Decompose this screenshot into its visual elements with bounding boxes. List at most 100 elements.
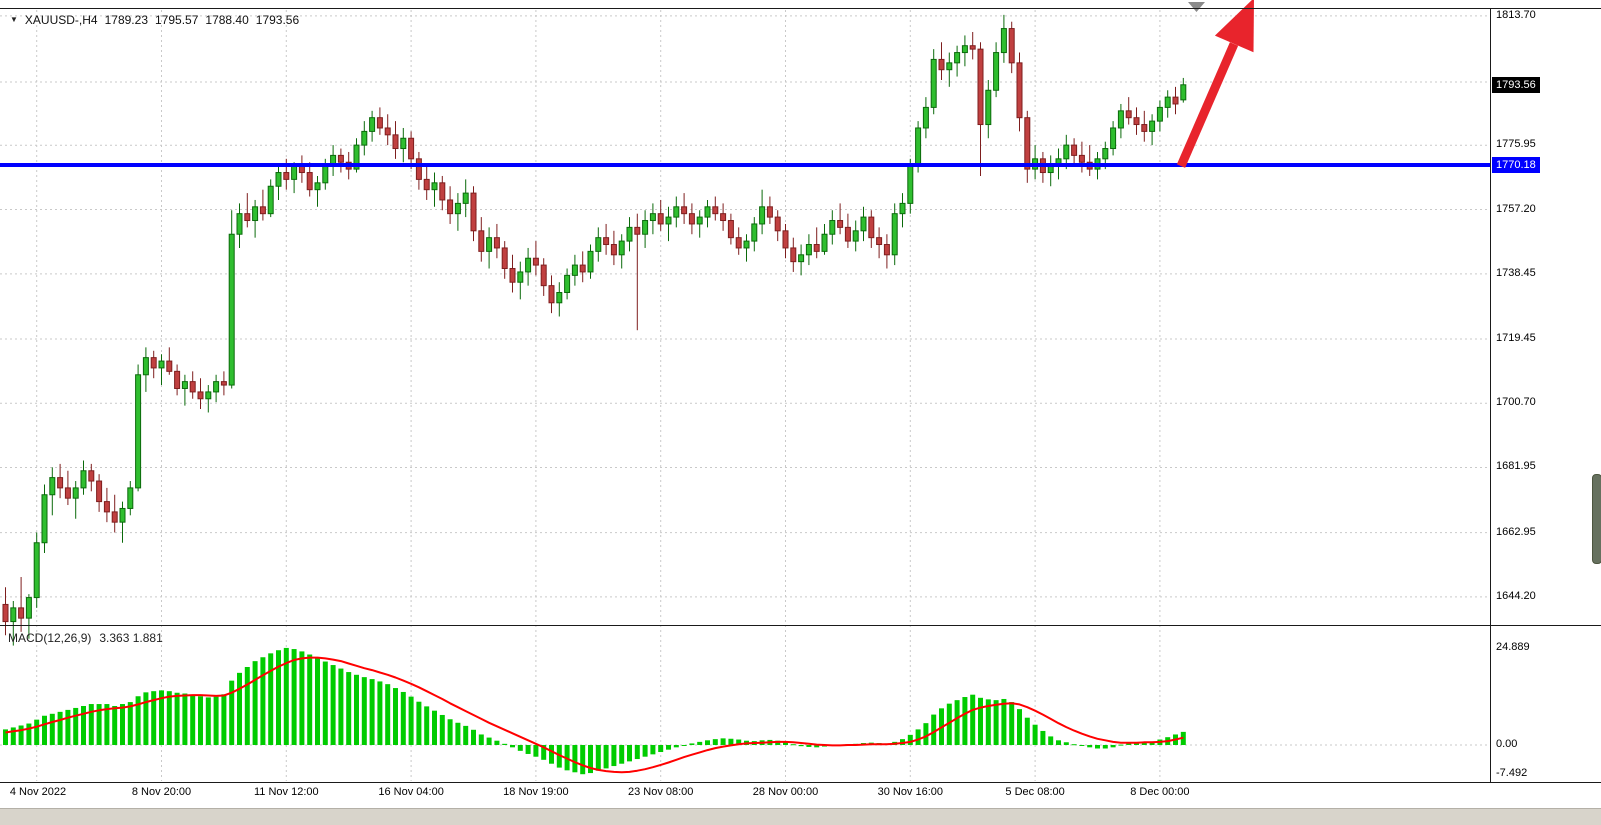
macd-bar [1087,744,1093,748]
chart-shift-marker[interactable] [1188,2,1205,12]
triangle-down-icon[interactable]: ▼ [10,15,18,24]
macd-bar [408,696,414,745]
macd-bar [205,697,211,745]
candle-body [49,477,56,496]
candle-body [1024,117,1031,170]
macd-bar [104,704,110,745]
candle-body [876,237,883,246]
macd-bar [73,707,79,745]
macd-bar [580,744,586,775]
candle-body [166,360,173,372]
macd-bar [814,744,820,748]
candle-body [392,134,399,150]
macd-bar [174,692,180,745]
candle-body [25,597,32,619]
candle-body [782,230,789,249]
chart-canvas[interactable] [0,0,1491,784]
candle-body [150,357,157,369]
candle-body [1000,28,1007,54]
candle-body [361,130,368,146]
candle-body [696,216,703,225]
candle-body [337,154,344,163]
macd-bar [494,740,500,745]
macd-bar [611,744,617,767]
macd-bar [478,734,484,745]
candle-body [634,226,641,235]
macd-bar [1102,744,1108,749]
candle-body [1078,154,1085,163]
macd-bar [42,715,47,745]
candle-body [314,182,321,191]
candle-body [213,381,220,393]
macd-bar [291,649,297,745]
candle-body [174,370,181,389]
macd-bar [198,696,203,745]
low-value: 1788.40 [205,13,249,27]
macd-bar [322,661,328,745]
macd-bar [182,693,188,745]
macd-bar [728,738,734,745]
candle-body [501,247,508,270]
macd-bar [88,704,94,745]
candle-body [720,213,727,222]
close-value: 1793.56 [255,13,300,27]
candle-body [556,292,563,304]
candle-body [1149,120,1156,132]
macd-bar [447,719,453,745]
macd-bar [393,688,398,745]
pane-separator[interactable] [0,625,1601,626]
macd-axis-label: -7.492 [1496,767,1528,780]
macd-bar [439,714,445,745]
candle-body [727,220,734,239]
candle-body [930,58,937,108]
candle-body [41,494,48,544]
candle-body [252,206,259,222]
macd-bar [1095,744,1100,749]
time-axis-border [0,782,1601,783]
vertical-scrollbar-thumb[interactable] [1592,474,1601,564]
macd-bar [81,705,86,745]
macd-bar [96,704,102,745]
candle-body [1110,127,1117,150]
macd-bar [299,651,305,745]
candle-body [33,542,40,599]
candle-body [969,45,976,50]
symbol-timeframe-label: XAUUSD-,H4 [24,13,98,27]
candle-body [1063,144,1070,160]
macd-bar [127,702,133,745]
candle-body [946,62,953,71]
macd-bar [315,658,320,745]
candle-body [353,144,360,170]
time-axis-label: 23 Nov 08:00 [627,786,694,798]
candle-body [127,487,134,509]
macd-bar [1110,744,1116,748]
macd-bar [1001,698,1007,745]
candle-body [642,220,649,235]
candle-body [798,254,805,263]
candle-body [899,202,906,215]
macd-bar [588,744,593,774]
candle-body [774,216,781,232]
candle-body [236,213,243,235]
candle-body [1156,106,1163,122]
candle-body [1141,124,1148,132]
macd-bar [993,700,999,745]
candle-body [704,206,711,218]
trend-arrow[interactable] [1176,0,1254,168]
price-axis-label: 1644.20 [1496,589,1536,602]
macd-bar [985,699,991,745]
macd-bar [673,744,679,748]
macd-name: MACD(12,26,9) [8,631,92,645]
macd-bar [463,725,469,745]
macd-bar [697,741,703,745]
candles-layer [2,14,1187,646]
candle-body [852,230,859,242]
candle-body [751,223,758,242]
macd-bar [1063,742,1069,745]
macd-bar [783,742,788,745]
macd-bar [541,744,547,760]
candle-body [509,268,516,283]
candle-body [977,48,984,126]
candle-body [220,381,227,386]
